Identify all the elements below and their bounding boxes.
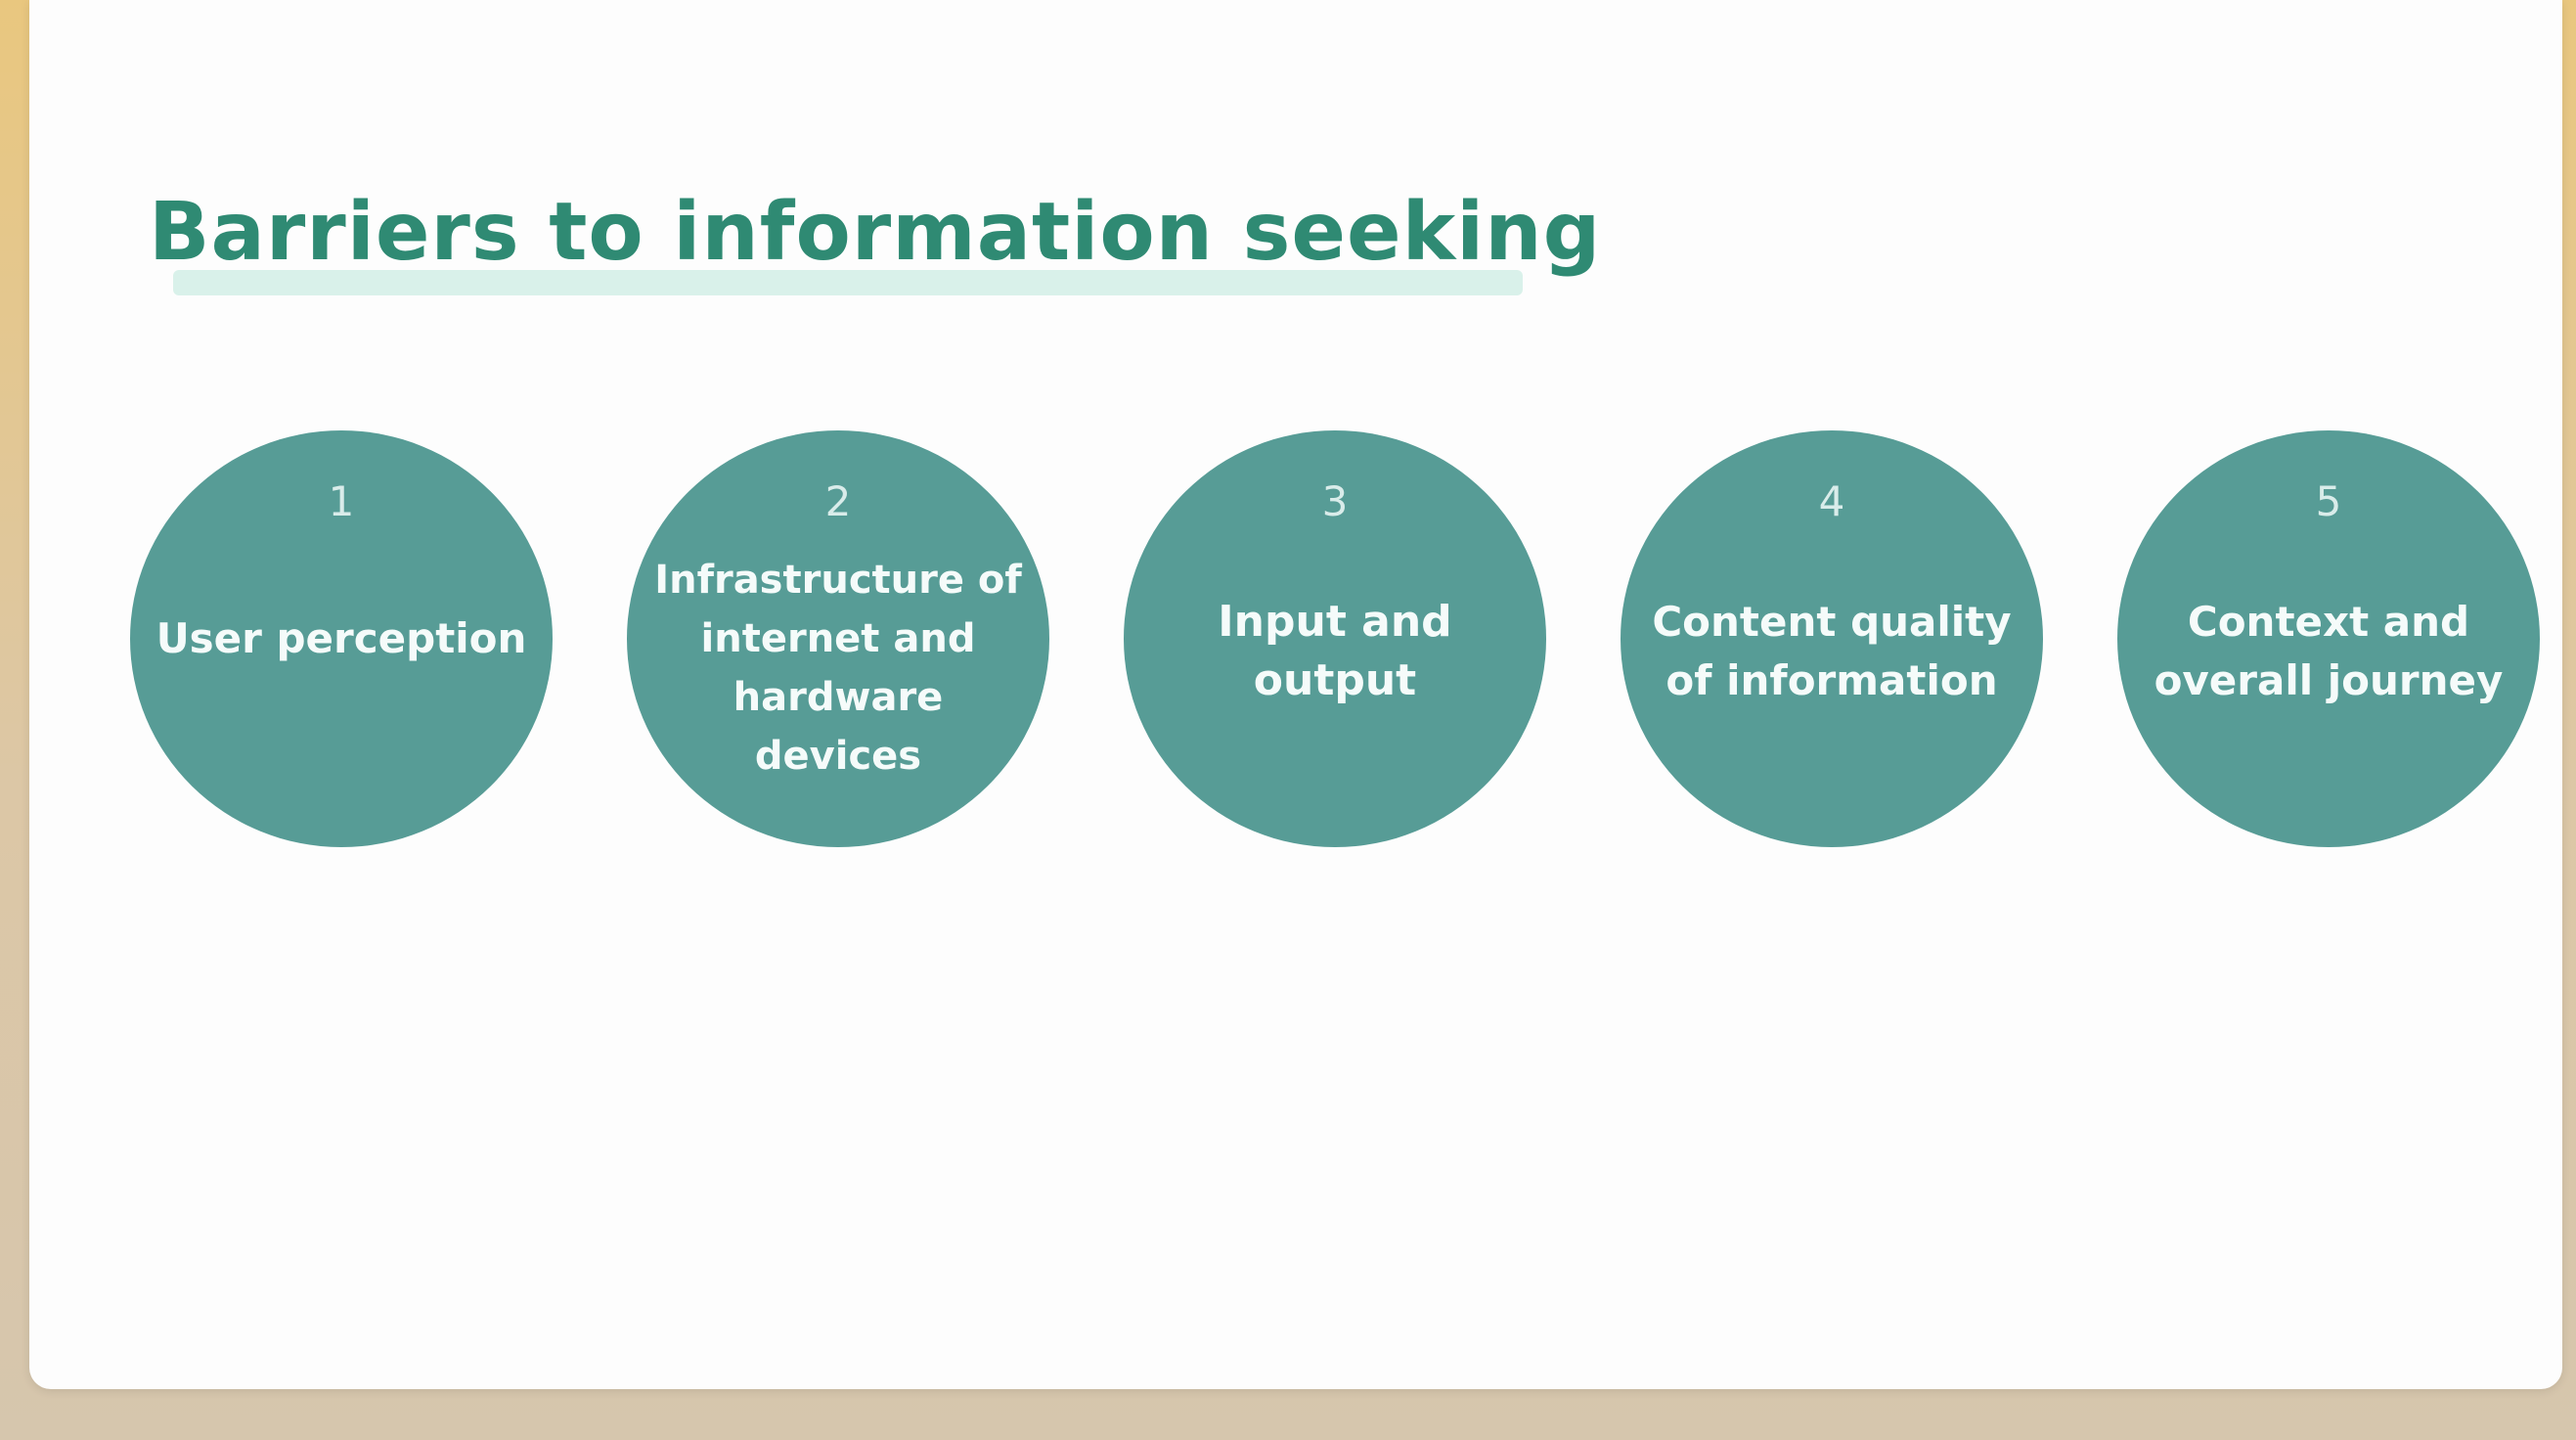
barrier-circle-1: 1 User perception — [130, 430, 553, 847]
barrier-circle-5: 5 Context and overall journey — [2117, 430, 2540, 847]
barrier-number: 5 — [2315, 477, 2342, 525]
slide: Barriers to information seeking 1 User p… — [29, 0, 2562, 1389]
title-highlight — [173, 270, 1523, 295]
barrier-label: Content quality of information — [1652, 597, 2012, 704]
barrier-number: 2 — [824, 477, 852, 525]
barrier-label: Input and output — [1218, 596, 1452, 705]
barrier-circles: 1 User perception 2 Infrastructure of in… — [98, 430, 2543, 851]
barrier-label: Context and overall journey — [2154, 597, 2504, 704]
barrier-circle-2: 2 Infrastructure of internet and hardwar… — [627, 430, 1049, 847]
barrier-circle-4: 4 Content quality of information — [1621, 430, 2043, 847]
barrier-label: User perception — [155, 614, 527, 662]
barrier-number: 4 — [1818, 477, 1845, 525]
barrier-number: 1 — [328, 477, 355, 525]
title-area: Barriers to information seeking — [149, 186, 1600, 323]
barrier-number: 3 — [1321, 477, 1349, 525]
slide-title: Barriers to information seeking — [149, 186, 1602, 279]
barrier-circle-3: 3 Input and output — [1124, 430, 1546, 847]
barrier-label: Infrastructure of internet and hardware … — [654, 557, 1022, 779]
